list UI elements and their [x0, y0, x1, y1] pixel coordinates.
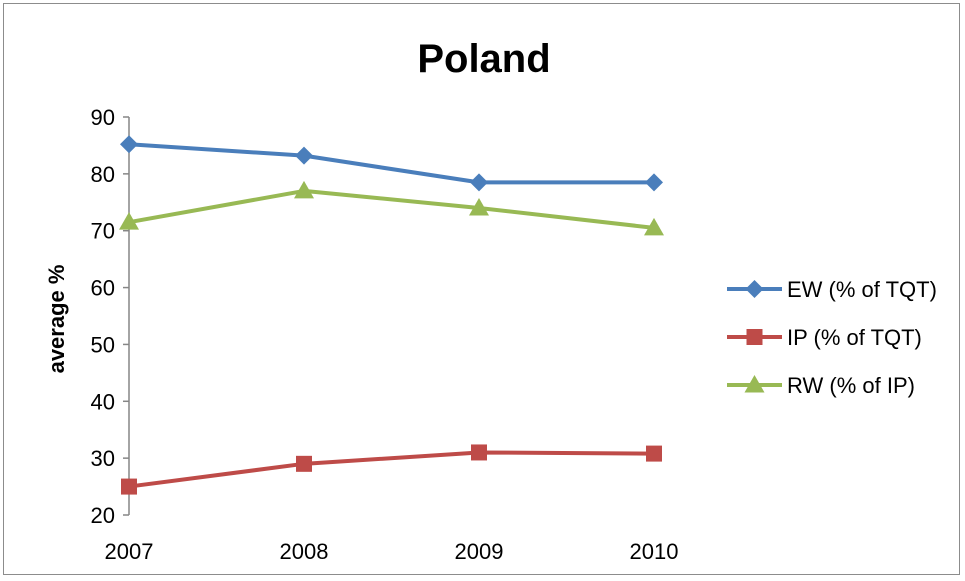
- y-tick-label: 40: [91, 389, 115, 414]
- data-point: [644, 217, 664, 236]
- x-tick-label: 2010: [630, 539, 679, 564]
- y-axis-label: average %: [44, 265, 69, 374]
- data-point: [645, 173, 663, 192]
- x-tick-label: 2007: [105, 539, 154, 564]
- data-point: [296, 455, 312, 472]
- x-tick-label: 2008: [280, 539, 329, 564]
- legend-item: RW (% of IP): [727, 373, 915, 398]
- legend-label: IP (% of TQT): [787, 325, 922, 350]
- data-point: [470, 173, 488, 192]
- series-1: [120, 135, 663, 192]
- series-line: [128, 450, 655, 489]
- y-tick-label: 90: [91, 105, 115, 130]
- y-tick-label: 20: [91, 503, 115, 528]
- series-line: [128, 142, 654, 185]
- x-tick-label: 2009: [455, 539, 504, 564]
- legend-label: RW (% of IP): [787, 373, 915, 398]
- data-point: [295, 146, 313, 165]
- legend-item: EW (% of TQT): [727, 277, 937, 302]
- y-tick-label: 50: [91, 332, 115, 357]
- legend-item: IP (% of TQT): [727, 325, 922, 350]
- axes: 20 30 40 50 60 70 80 90 2007 2008 2009 2010: [91, 105, 679, 564]
- legend-marker: [745, 280, 764, 298]
- series-lines: [119, 135, 664, 495]
- chart-frame: Poland average % 20 30 40 50 60 70 80 90 2007 200…: [3, 3, 960, 575]
- series-2: [121, 444, 662, 495]
- data-point: [471, 444, 487, 461]
- data-point: [646, 445, 662, 462]
- y-tick-label: 30: [91, 446, 115, 471]
- data-point: [469, 197, 489, 216]
- line-chart: Poland average % 20 30 40 50 60 70 80 90 2007 200…: [44, 37, 937, 564]
- legend: EW (% of TQT) IP (% of TQT) RW (% of IP): [727, 277, 937, 398]
- data-point: [294, 180, 314, 199]
- y-tick-label: 60: [91, 276, 115, 301]
- chart-title: Poland: [417, 37, 550, 81]
- y-tick-label: 70: [91, 219, 115, 244]
- data-point: [120, 135, 138, 154]
- series-3: [119, 180, 664, 236]
- data-point: [121, 478, 137, 495]
- data-point: [119, 212, 139, 230]
- y-tick-label: 80: [91, 162, 115, 187]
- legend-marker: [746, 329, 763, 345]
- legend-marker: [744, 375, 765, 393]
- legend-label: EW (% of TQT): [787, 277, 937, 302]
- series-line: [128, 188, 655, 230]
